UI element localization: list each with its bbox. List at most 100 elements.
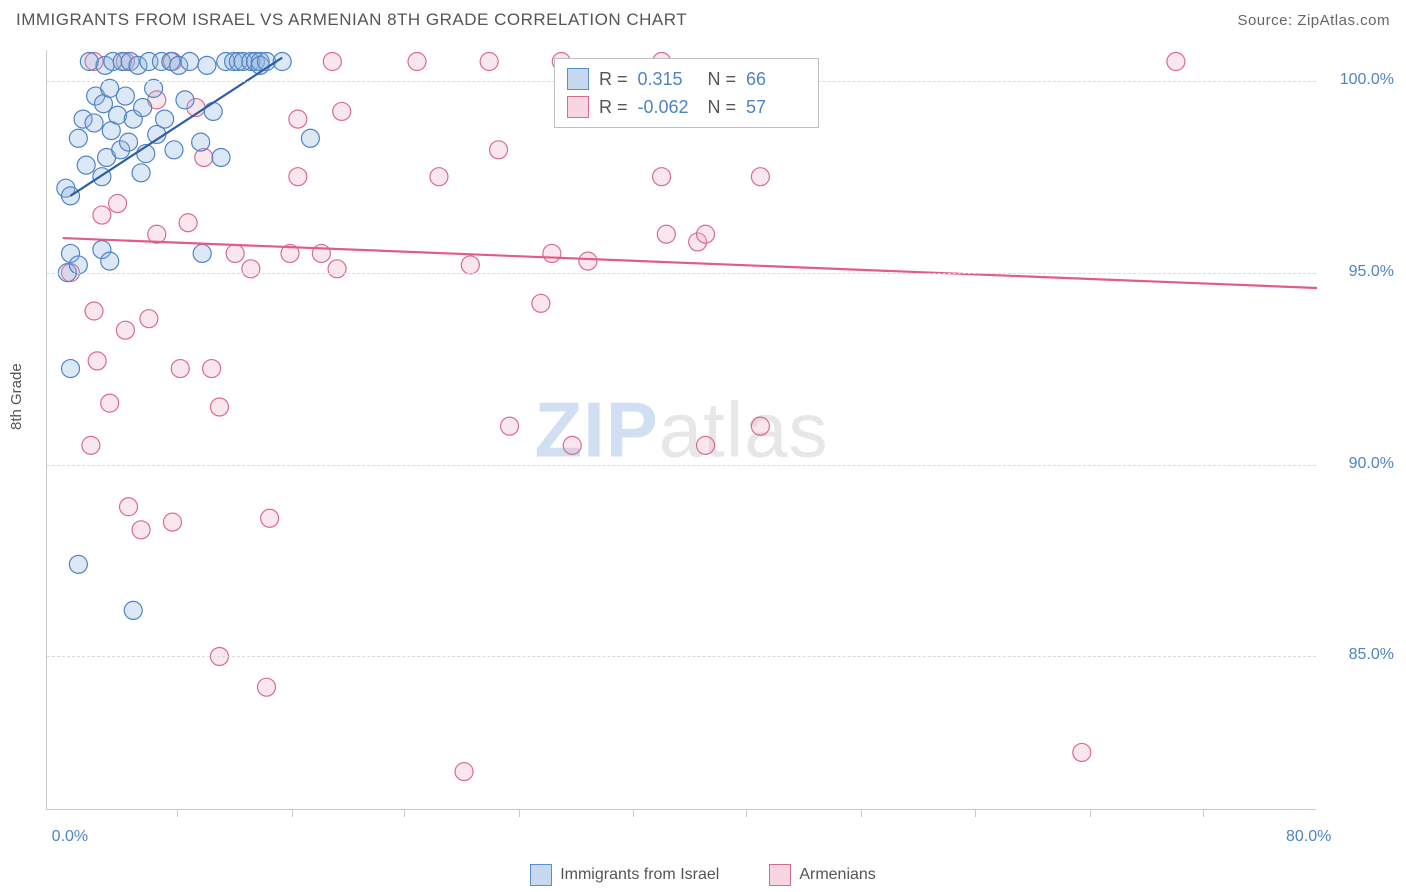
data-point (69, 555, 87, 573)
data-point (226, 244, 244, 262)
data-point (543, 244, 561, 262)
data-point (85, 302, 103, 320)
x-tick (292, 809, 293, 817)
data-point (532, 294, 550, 312)
data-point (163, 513, 181, 531)
r-label: R = (599, 65, 628, 93)
data-point (80, 53, 98, 71)
data-point (165, 141, 183, 159)
data-point (198, 56, 216, 74)
data-point (62, 360, 80, 378)
data-point (179, 214, 197, 232)
data-point (82, 436, 100, 454)
x-tick (975, 809, 976, 817)
data-point (85, 114, 103, 132)
data-point (145, 79, 163, 97)
data-point (461, 256, 479, 274)
legend-israel-label: Immigrants from Israel (560, 866, 719, 884)
n-value: 57 (746, 93, 806, 121)
data-point (333, 102, 351, 120)
legend-armenians-label: Armenians (799, 866, 875, 884)
x-tick (177, 809, 178, 817)
x-tick (404, 809, 405, 817)
y-tick-label: 95.0% (1324, 263, 1394, 281)
data-point (69, 129, 87, 147)
x-tick (633, 809, 634, 817)
data-point (101, 252, 119, 270)
data-point (579, 252, 597, 270)
r-value: -0.062 (638, 93, 698, 121)
data-point (289, 168, 307, 186)
data-point (93, 206, 111, 224)
title-bar: IMMIGRANTS FROM ISRAEL VS ARMENIAN 8TH G… (0, 0, 1406, 38)
gridline (47, 656, 1316, 657)
data-point (212, 148, 230, 166)
data-point (120, 133, 138, 151)
x-tick (746, 809, 747, 817)
data-point (193, 244, 211, 262)
legend-item-armenians: Armenians (769, 864, 875, 886)
data-point (563, 436, 581, 454)
data-point (88, 352, 106, 370)
data-point (171, 360, 189, 378)
data-point (77, 156, 95, 174)
data-point (751, 417, 769, 435)
y-tick-label: 100.0% (1324, 71, 1394, 89)
data-point (116, 87, 134, 105)
data-point (176, 91, 194, 109)
n-label: N = (708, 93, 737, 121)
data-point (120, 498, 138, 516)
source-label: Source: ZipAtlas.com (1237, 12, 1390, 29)
data-point (109, 195, 127, 213)
x-tick (1203, 809, 1204, 817)
data-point (653, 168, 671, 186)
n-value: 66 (746, 65, 806, 93)
data-point (192, 133, 210, 151)
r-label: R = (599, 93, 628, 121)
plot-area: ZIPatlas (46, 50, 1316, 810)
data-point (1167, 53, 1185, 71)
correlation-legend: R = 0.315 N = 66R = -0.062 N = 57 (554, 58, 819, 128)
legend-row: R = -0.062 N = 57 (567, 93, 806, 121)
data-point (140, 310, 158, 328)
gridline (47, 273, 1316, 274)
data-point (101, 394, 119, 412)
data-point (132, 521, 150, 539)
data-point (289, 110, 307, 128)
data-point (751, 168, 769, 186)
data-point (210, 398, 228, 416)
x-tick-label: 0.0% (52, 828, 88, 846)
data-point (134, 99, 152, 117)
data-point (480, 53, 498, 71)
x-tick-label: 80.0% (1286, 828, 1331, 846)
data-point (328, 260, 346, 278)
gridline (47, 465, 1316, 466)
data-point (1073, 743, 1091, 761)
data-point (323, 53, 341, 71)
data-point (181, 53, 199, 71)
data-point (242, 260, 260, 278)
data-point (430, 168, 448, 186)
plot-svg (47, 50, 1316, 809)
swatch-pink-icon (567, 96, 589, 118)
data-point (261, 509, 279, 527)
legend-item-israel: Immigrants from Israel (530, 864, 719, 886)
data-point (156, 110, 174, 128)
data-point (124, 601, 142, 619)
r-value: 0.315 (638, 65, 698, 93)
data-point (62, 187, 80, 205)
data-point (301, 129, 319, 147)
data-point (501, 417, 519, 435)
data-point (697, 436, 715, 454)
x-tick (519, 809, 520, 817)
legend-bottom: Immigrants from Israel Armenians (0, 864, 1406, 886)
swatch-blue-icon (567, 68, 589, 90)
data-point (258, 678, 276, 696)
y-tick-label: 85.0% (1324, 646, 1394, 664)
data-point (203, 360, 221, 378)
data-point (490, 141, 508, 159)
data-point (697, 225, 715, 243)
data-point (132, 164, 150, 182)
data-point (657, 225, 675, 243)
swatch-blue-icon (530, 864, 552, 886)
